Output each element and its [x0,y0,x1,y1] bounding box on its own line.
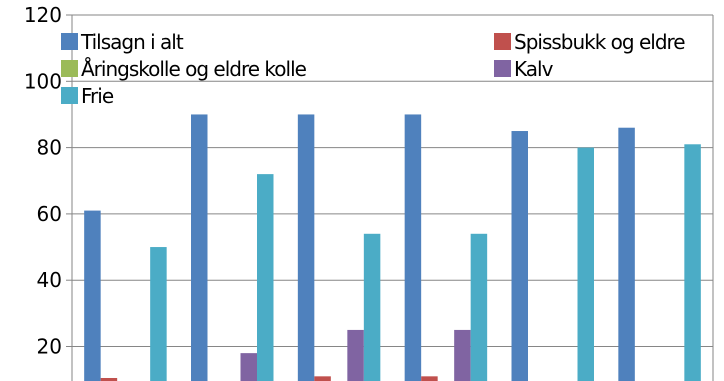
legend-swatch [61,87,78,104]
legend-label: Tilsagn i alt [80,30,184,54]
bar [511,131,528,381]
legend-label: Kalv [514,57,554,81]
legend: Tilsagn i alt Spissbukk og eldre Åringskol… [61,30,686,108]
y-tick-label: 100 [24,69,62,93]
y-tick-label: 20 [37,335,62,359]
bar [347,329,364,381]
bar [84,210,101,381]
legend-swatch [494,33,511,50]
bar [684,144,701,381]
legend-label: Frie [81,84,114,108]
bar [363,233,381,381]
legend-label: Åringskolle og eldre kolle [81,57,307,81]
bar [314,376,331,381]
y-tick-label: 120 [24,3,62,27]
bar [100,377,118,381]
bar [150,247,167,381]
bar [421,376,438,381]
legend-swatch [61,60,78,77]
grid-lines [72,14,714,381]
y-tick-label: 40 [37,268,62,292]
y-tick-label: 60 [37,202,62,226]
y-axis: 20 40 60 80 100 120 [24,3,73,381]
legend-swatch [61,33,78,50]
bar [470,233,488,381]
bar [240,353,257,381]
bar [191,114,208,381]
bar [618,127,635,381]
legend-label: Spissbukk og eldre [514,30,685,54]
bar [577,147,594,381]
bar [454,329,471,381]
y-tick-label: 80 [37,136,62,160]
legend-swatch [494,60,511,77]
bar [297,114,315,381]
bars [84,114,701,381]
bar [257,174,274,381]
bar [404,114,422,381]
